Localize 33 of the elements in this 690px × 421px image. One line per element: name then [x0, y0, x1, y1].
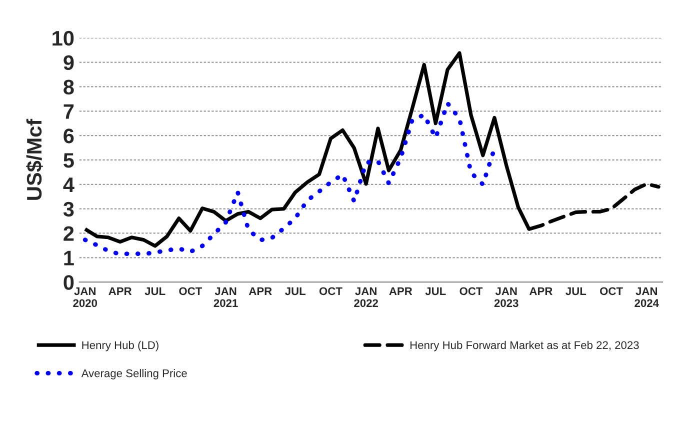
y-tick-label: 5 — [64, 153, 74, 168]
x-tick-label: JUL — [425, 287, 446, 296]
y-tick-label: 3 — [63, 202, 74, 217]
y-axis-title: US$/Mcf — [26, 118, 43, 200]
x-tick-label: APR — [248, 287, 272, 295]
y-tick-label: 9 — [64, 55, 74, 70]
x-tick-label: OCT — [600, 287, 623, 296]
legend-label: Henry Hub Forward Market as at Feb 22, 2023 — [410, 340, 639, 352]
x-tick-label: JAN 2023 — [494, 287, 518, 308]
x-tick-label: APR — [529, 287, 552, 295]
x-tick-label: JAN 2020 — [73, 287, 98, 308]
x-tick-label: JUL — [285, 287, 306, 296]
x-tick-label: OCT — [460, 287, 483, 296]
legend-label: Henry Hub (LD) — [82, 340, 158, 352]
y-tick-label: 7 — [64, 104, 74, 119]
x-tick-label: OCT — [319, 287, 342, 296]
x-tick-label: JAN 2024 — [634, 287, 659, 308]
y-tick-label: 6 — [64, 128, 74, 144]
x-tick-label: OCT — [179, 287, 202, 296]
y-tick-label: 1 — [64, 250, 74, 266]
x-tick-label: JUL — [566, 287, 586, 296]
y-tick-label: 4 — [63, 178, 74, 192]
y-tick-label: 0 — [64, 275, 74, 290]
x-tick-label: JAN 2022 — [354, 287, 378, 308]
legend-label: Average Selling Price — [81, 369, 187, 380]
y-tick-label: 10 — [52, 30, 74, 46]
y-tick-label: 8 — [64, 80, 74, 94]
x-tick-label: JAN 2021 — [214, 287, 238, 308]
x-tick-label: APR — [108, 287, 132, 295]
line-series — [82, 101, 497, 256]
x-tick-label: APR — [389, 287, 412, 295]
y-tick-label: 2 — [64, 226, 74, 241]
x-tick-label: JUL — [144, 287, 166, 296]
